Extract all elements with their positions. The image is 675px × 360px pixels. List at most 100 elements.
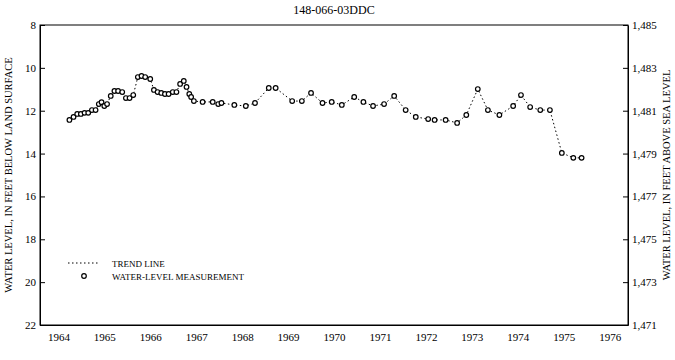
y2-axis-title: WATER LEVEL, IN FEET ABOVE SEA LEVEL (661, 70, 672, 281)
measurement-point (560, 151, 565, 156)
tick-label: 18 (25, 233, 37, 245)
measurement-point (108, 94, 113, 99)
tick-label: 1966 (140, 331, 163, 343)
measurement-point (93, 108, 98, 113)
tick-label: 14 (25, 148, 37, 160)
measurement-point (443, 118, 448, 123)
measurement-point (340, 103, 345, 108)
tick: 1,479 (623, 148, 657, 160)
x-axis: 1964196519661967196819691970197119721973… (41, 325, 629, 343)
measurement-point (538, 108, 543, 113)
tick-label: 1971 (369, 331, 391, 343)
tick: 1969 (278, 325, 301, 343)
tick: 16 (25, 190, 45, 202)
measurement-point (192, 99, 197, 104)
tick: 1973 (461, 325, 484, 343)
measurement-point (413, 115, 418, 120)
tick-label: 12 (25, 105, 36, 117)
tick-label: 1,471 (632, 319, 657, 331)
measurement-point (392, 94, 397, 99)
tick: 12 (25, 105, 45, 117)
tick: 1,473 (623, 276, 657, 288)
measurement-point (475, 87, 480, 92)
tick-mark (40, 25, 45, 26)
measurement-point (352, 95, 357, 100)
tick: 1,471 (623, 319, 657, 331)
tick: 1967 (186, 325, 209, 343)
chart: 1964196519661967196819691970197119721973… (0, 0, 675, 360)
legend-label: TREND LINE (112, 259, 165, 269)
tick-label: 1965 (94, 331, 117, 343)
y-axis-title: WATER LEVEL, IN FEET BELOW LAND SURFACE (3, 57, 14, 292)
tick-label: 16 (25, 190, 37, 202)
tick: 1968 (232, 325, 255, 343)
tick-label: 20 (25, 276, 37, 288)
tick-label: 1967 (186, 331, 209, 343)
tick-label: 1969 (278, 331, 301, 343)
measurement-point (361, 100, 366, 105)
tick-mark (40, 154, 45, 155)
measurement-point (266, 86, 271, 91)
measurement-point (244, 104, 249, 109)
axis-line (628, 26, 629, 326)
tick-mark (623, 25, 628, 26)
tick: 1974 (507, 325, 530, 343)
tick: 18 (25, 233, 45, 245)
measurement-point (497, 113, 502, 118)
tick: 1964 (48, 325, 71, 343)
tick: 14 (25, 148, 45, 160)
measurement-point (320, 101, 325, 106)
tick-mark (623, 111, 628, 112)
measurement-point (382, 102, 387, 107)
tick: 1965 (94, 325, 117, 343)
tick-label: 22 (25, 319, 36, 331)
tick: 1976 (599, 325, 622, 343)
tick-mark (623, 282, 628, 283)
tick-mark (40, 239, 45, 240)
tick-mark (623, 154, 628, 155)
measurement-point (464, 113, 469, 118)
measurement-point (528, 105, 533, 110)
tick: 1,481 (623, 105, 657, 117)
tick-label: 1,477 (632, 190, 657, 202)
measurement-point (184, 85, 189, 90)
legend: TREND LINEWATER-LEVEL MEASUREMENT (68, 259, 244, 282)
tick-label: 1975 (553, 331, 576, 343)
measurement-point (273, 86, 278, 91)
measurement-point (579, 156, 584, 161)
measurement-point (181, 79, 186, 84)
measurement-point (148, 77, 153, 82)
measurement-point (200, 100, 205, 105)
tick: 1,475 (623, 233, 657, 245)
legend-swatch (82, 274, 87, 279)
tick-mark (40, 325, 45, 326)
measurement-point (105, 102, 110, 107)
tick-label: 1964 (48, 331, 71, 343)
tick: 1966 (140, 325, 163, 343)
axis-line (41, 325, 629, 326)
tick: 22 (25, 319, 45, 331)
tick-label: 1,481 (632, 105, 657, 117)
measurement-point (174, 90, 179, 95)
measurement-point (131, 93, 136, 98)
tick-mark (40, 68, 45, 69)
tick-label: 1,479 (632, 148, 657, 160)
tick-mark (40, 111, 45, 112)
measurement-point (403, 108, 408, 113)
y2-axis: 1,471 1,473 1,475 1,477 1,479 1,481 1,483 1,485 (623, 19, 657, 331)
tick-label: 1,485 (632, 19, 657, 31)
measurement-point (519, 93, 524, 98)
measurement-point (210, 100, 215, 105)
tick-label: 1,475 (632, 233, 657, 245)
measurement-point (300, 99, 305, 104)
tick-label: 1,483 (632, 62, 657, 74)
measurement-point (371, 104, 376, 109)
legend-swatch (68, 263, 100, 264)
tick-mark (623, 196, 628, 197)
tick: 1970 (324, 325, 347, 343)
tick-label: 1976 (599, 331, 622, 343)
tick-label: 1974 (507, 331, 530, 343)
tick: 10 (25, 62, 45, 74)
measurement-point (253, 101, 258, 106)
tick-label: 1970 (324, 331, 347, 343)
